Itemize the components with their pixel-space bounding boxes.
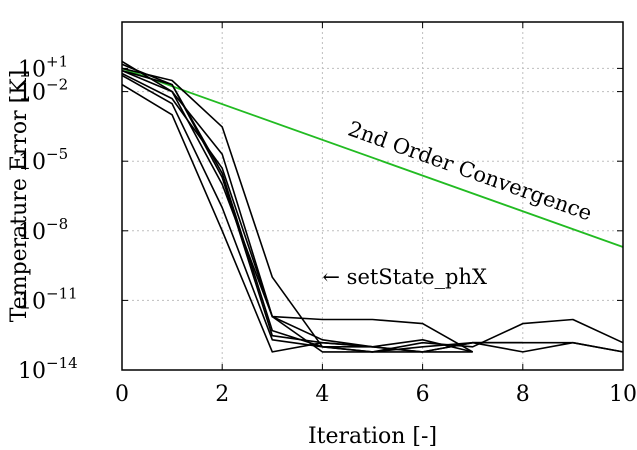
series-group: [121, 60, 624, 353]
x-tick-label: 2: [215, 382, 229, 407]
reference-line-label: 2nd Order Convergence: [345, 117, 595, 226]
reference-line: [121, 67, 624, 248]
y-tick-label: 10−5: [18, 145, 68, 175]
x-tick-label: 8: [516, 382, 530, 407]
series-line-3: [121, 74, 373, 348]
y-tick-label: 10−11: [18, 284, 78, 314]
annotation-label: ← setState_phX: [322, 265, 487, 289]
series-line-1: [121, 60, 473, 353]
y-tick-label: 10+1: [18, 52, 68, 82]
labels: 0 2 4 6 8 10 10−14 10−11 10−8 10−5 10−210+1 Iterati…: [7, 52, 637, 449]
series-line-8: [121, 72, 474, 353]
x-tick-label: 10: [609, 382, 637, 407]
x-axis-label: Iteration [-]: [308, 424, 437, 449]
series-line-6: [121, 63, 473, 353]
y-axis-label: Temperature Error [K]: [7, 70, 32, 323]
plot-frame: [121, 21, 624, 371]
grid: [122, 22, 623, 370]
y-tick-label: 10−2: [18, 76, 68, 106]
y-tick-label: 10−8: [18, 215, 68, 245]
x-tick-label: 4: [315, 382, 329, 407]
y-tick-label: 10−14: [18, 354, 78, 384]
x-tick-label: 6: [416, 382, 430, 407]
reference-line-group: [121, 67, 624, 248]
x-tick-label: 0: [115, 382, 129, 407]
ticks: [121, 22, 624, 371]
